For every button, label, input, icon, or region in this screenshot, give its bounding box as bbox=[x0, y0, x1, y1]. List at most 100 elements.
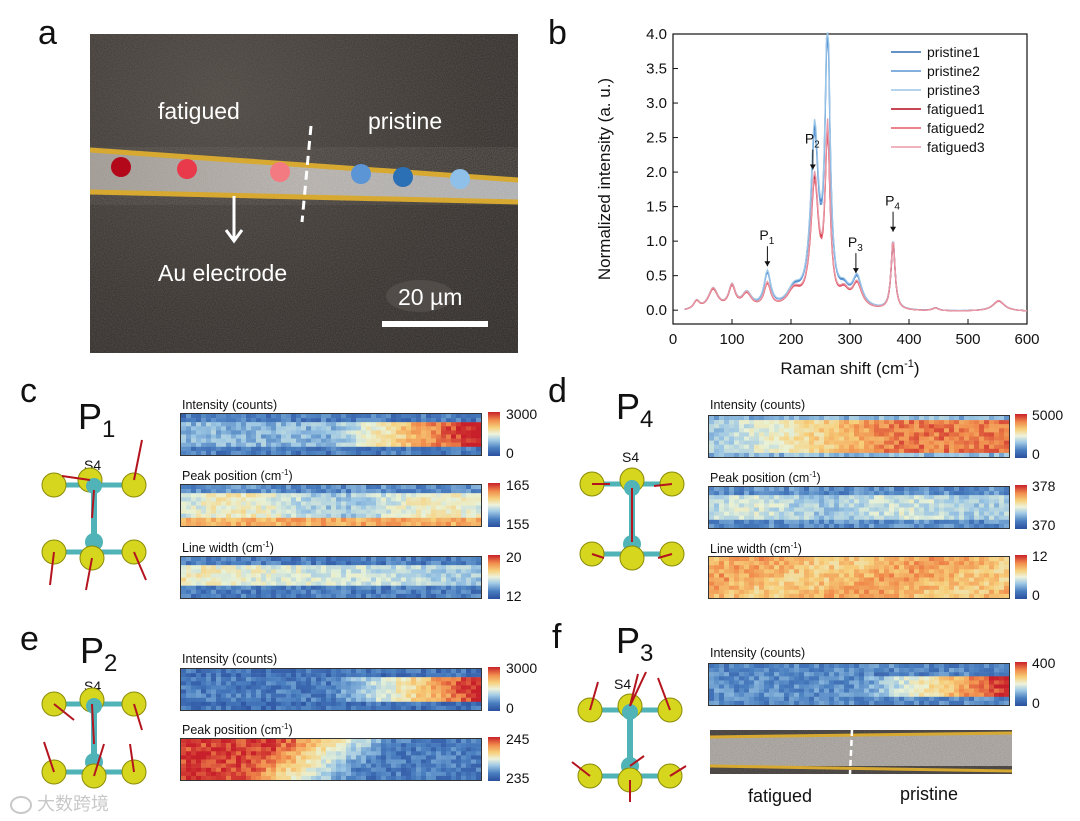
measurement-dot-pristine3 bbox=[450, 169, 470, 189]
panel-f-fatigued-label: fatigued bbox=[748, 786, 813, 806]
watermark: 大数跨境 bbox=[10, 790, 109, 816]
legend-label-fatigued1: fatigued1 bbox=[927, 101, 985, 117]
measurement-dot-pristine2 bbox=[393, 167, 413, 187]
chart-legend: pristine1 pristine2 pristine3 fatigued1 fati… bbox=[891, 44, 985, 155]
peak-label: P4 bbox=[885, 193, 900, 213]
legend-label-pristine3: pristine3 bbox=[927, 82, 980, 98]
y-tick-label: 4.0 bbox=[646, 26, 667, 43]
panel-c-cbar1-max: 3000 bbox=[506, 406, 538, 422]
panel-e-cbar2-max: 245 bbox=[506, 731, 530, 747]
x-tick-label: 400 bbox=[896, 331, 921, 348]
panel-d-cbar3-max: 12 bbox=[1032, 548, 1048, 564]
measurement-dot-fatigued3 bbox=[270, 162, 290, 182]
panel-d-map3-title: Line width (cm-1) bbox=[710, 541, 802, 557]
panel-e-colorbar-2 bbox=[488, 737, 500, 781]
series-fatigued3 bbox=[684, 118, 1028, 312]
legend-label-fatigued3: fatigued3 bbox=[927, 139, 985, 155]
peak-label: P3 bbox=[848, 234, 863, 254]
panel-e-map2-title: Peak position (cm-1) bbox=[182, 722, 293, 738]
x-tick-label: 200 bbox=[778, 331, 803, 348]
panel-c-line-width-map bbox=[180, 556, 482, 599]
x-tick-label: 100 bbox=[719, 331, 744, 348]
watermark-text: 大数跨境 bbox=[37, 794, 110, 814]
y-tick-label: 0.5 bbox=[646, 268, 667, 285]
chart-y-label: Normalized intensity (a. u.) bbox=[595, 78, 614, 280]
panel-d-molecule bbox=[579, 467, 685, 571]
x-tick-label: 500 bbox=[955, 331, 980, 348]
panel-f-flake-image bbox=[710, 730, 1012, 774]
micrograph-texture bbox=[90, 34, 518, 353]
panel-d-map2-title: Peak position (cm-1) bbox=[710, 470, 821, 486]
panel-letter-a: a bbox=[38, 14, 57, 52]
x-tick-label: 600 bbox=[1014, 331, 1039, 348]
panel-c-cbar2-max: 165 bbox=[506, 477, 530, 493]
panel-c-peak-label: P1 bbox=[78, 396, 116, 444]
peak-arrowhead bbox=[809, 164, 816, 170]
peak-arrowhead bbox=[764, 261, 771, 267]
panel-f-atom-label: S4 bbox=[614, 676, 632, 692]
panel-c-intensity-map bbox=[180, 413, 482, 456]
panel-letter-c: c bbox=[20, 372, 37, 410]
panel-d-peak-position-map bbox=[708, 486, 1010, 529]
panel-f-map1-title: Intensity (counts) bbox=[710, 646, 806, 660]
panel-c-peak-position-map bbox=[180, 484, 482, 527]
panel-d-cbar3-min: 0 bbox=[1032, 587, 1040, 603]
panel-e-peak-position-map bbox=[180, 738, 482, 781]
chart-x-label: Raman shift (cm-1) bbox=[780, 358, 919, 378]
panel-letter-e: e bbox=[20, 620, 39, 658]
chart-axes: 0 100 200 300 400 500 600 0.0 0.5 1.0 1.5 2.0 2.5 3.0… bbox=[646, 26, 1039, 348]
panel-d-intensity-map bbox=[708, 415, 1010, 458]
measurement-dot-fatigued1 bbox=[111, 157, 131, 177]
measurement-dot-fatigued2 bbox=[177, 159, 197, 179]
series-fatigued2 bbox=[684, 129, 1027, 312]
panel-d-cbar2-max: 378 bbox=[1032, 478, 1056, 494]
panel-d-cbar1-min: 0 bbox=[1032, 446, 1040, 462]
panel-e-intensity-map bbox=[180, 668, 482, 711]
y-tick-label: 0.0 bbox=[646, 302, 667, 319]
panel-d-line-width-map bbox=[708, 556, 1010, 599]
y-tick-label: 1.5 bbox=[646, 199, 667, 216]
panel-c-colorbar-2 bbox=[488, 483, 500, 527]
panel-letter-b: b bbox=[548, 14, 567, 52]
panel-d-colorbar-1 bbox=[1015, 414, 1027, 458]
panel-c-cbar2-min: 155 bbox=[506, 516, 530, 532]
y-tick-label: 3.5 bbox=[646, 61, 667, 78]
panel-d-cbar2-min: 370 bbox=[1032, 517, 1056, 533]
panel-e-cbar2-min: 235 bbox=[506, 770, 530, 786]
panel-c-cbar1-min: 0 bbox=[506, 445, 514, 461]
chart-series bbox=[684, 32, 1028, 312]
panel-letter-f: f bbox=[552, 618, 562, 656]
legend-label-fatigued2: fatigued2 bbox=[927, 120, 985, 136]
panel-d-peak-label: P4 bbox=[616, 386, 654, 434]
panel-c-molecule bbox=[41, 439, 147, 591]
y-tick-label: 2.5 bbox=[646, 130, 667, 147]
panel-f-molecule bbox=[571, 671, 687, 802]
panel-e-cbar1-min: 0 bbox=[506, 700, 514, 716]
panel-f-cbar1-min: 0 bbox=[1032, 695, 1040, 711]
peak-arrowhead bbox=[852, 268, 859, 274]
legend-label-pristine1: pristine1 bbox=[927, 44, 980, 60]
pristine-label: pristine bbox=[368, 108, 443, 134]
panel-f-peak-label: P3 bbox=[616, 620, 654, 668]
panel-d-map1-title: Intensity (counts) bbox=[710, 398, 806, 412]
panel-d-colorbar-3 bbox=[1015, 555, 1027, 599]
micrograph-panel: fatigued pristine Au electrode 20 µm bbox=[90, 34, 518, 353]
panel-d-cbar1-max: 5000 bbox=[1032, 407, 1064, 423]
panel-c-colorbar-3 bbox=[488, 555, 500, 599]
panel-e-colorbar-1 bbox=[488, 667, 500, 711]
watermark-icon bbox=[10, 796, 32, 815]
panel-f-cbar1-max: 400 bbox=[1032, 655, 1056, 671]
panel-f-colorbar-1 bbox=[1015, 662, 1027, 706]
panel-c-cbar3-max: 20 bbox=[506, 549, 522, 565]
peak-label: P1 bbox=[759, 227, 774, 247]
scale-bar-label: 20 µm bbox=[398, 284, 463, 310]
panel-d-colorbar-2 bbox=[1015, 485, 1027, 529]
panel-f-intensity-map bbox=[708, 663, 1010, 706]
x-tick-label: 300 bbox=[837, 331, 862, 348]
y-tick-label: 1.0 bbox=[646, 233, 667, 250]
y-tick-label: 2.0 bbox=[646, 164, 667, 181]
panel-c-map2-title: Peak position (cm-1) bbox=[182, 468, 293, 484]
panel-f-pristine-label: pristine bbox=[900, 784, 959, 804]
electrode-label: Au electrode bbox=[158, 260, 288, 286]
panel-c-cbar3-min: 12 bbox=[506, 588, 522, 604]
